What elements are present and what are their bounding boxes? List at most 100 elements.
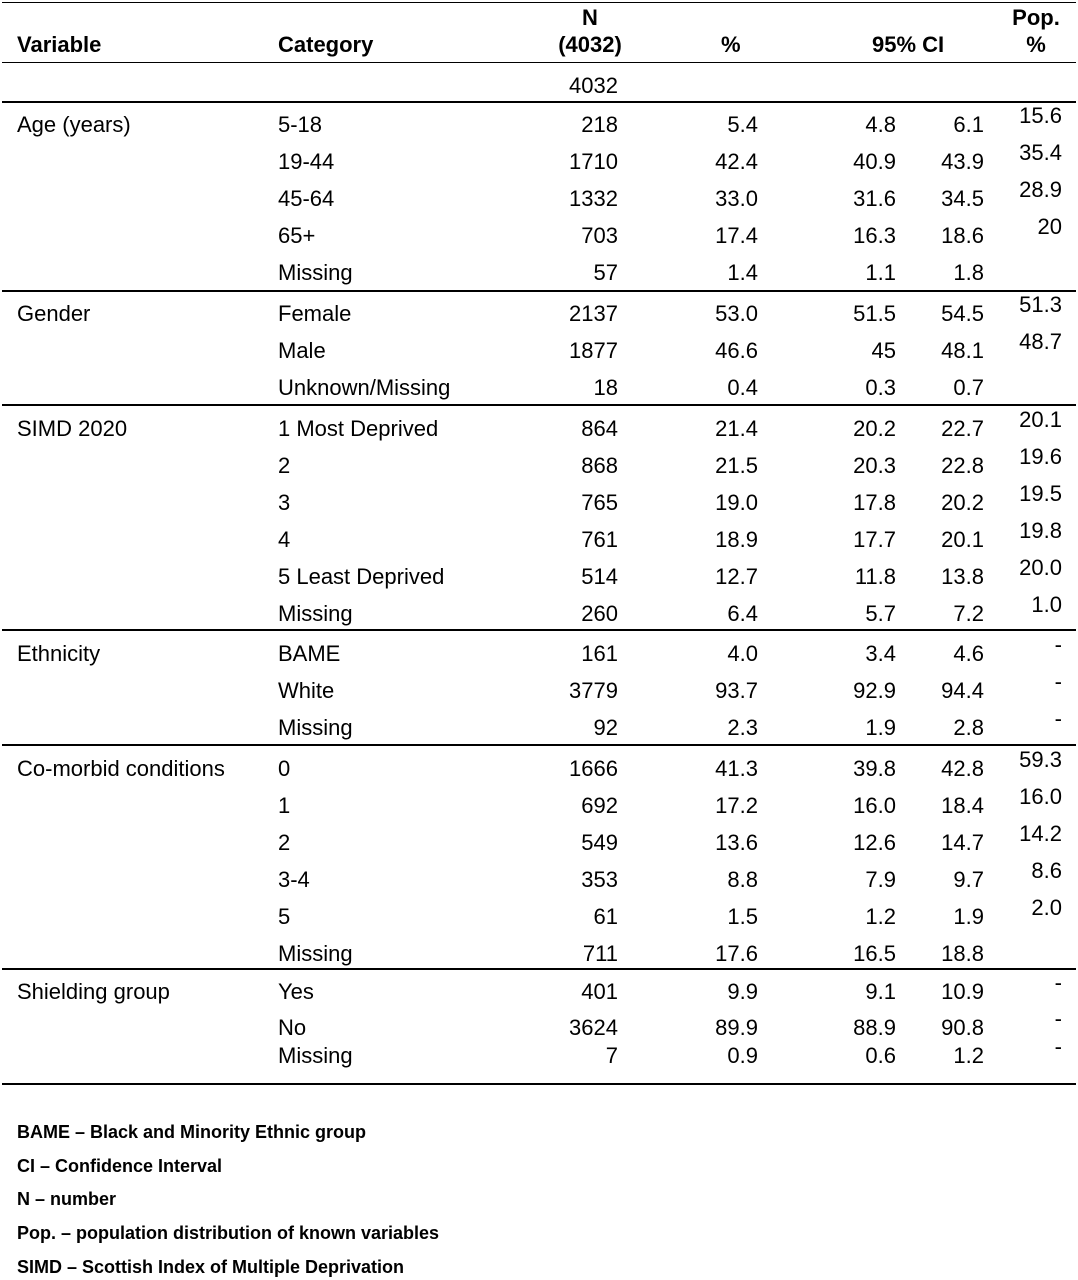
n-cell: 92 (593, 715, 618, 740)
percent-cell: 19.0 (715, 490, 758, 515)
ci-low-cell: 20.2 (853, 416, 896, 441)
percent-cell: 18.9 (715, 527, 758, 552)
n-cell: 703 (581, 223, 618, 248)
group-rule (2, 629, 1076, 631)
ci-low-cell: 31.6 (853, 186, 896, 211)
table-top-rule (2, 2, 1076, 3)
ci-high-cell: 1.9 (953, 904, 984, 929)
pop-cell: 35.4 (1019, 140, 1062, 165)
ci-low-cell: 20.3 (853, 453, 896, 478)
percent-cell: 17.2 (715, 793, 758, 818)
category-cell: Female (278, 301, 352, 326)
group-rule (2, 744, 1076, 746)
header-ci: 95% CI (872, 32, 945, 57)
n-cell: 3624 (569, 1015, 618, 1040)
header-category: Category (278, 32, 374, 57)
ci-high-cell: 7.2 (953, 601, 984, 626)
pop-cell: 28.9 (1019, 177, 1062, 202)
pop-cell: 51.3 (1019, 292, 1062, 317)
n-cell: 1710 (569, 149, 618, 174)
ci-low-cell: 92.9 (853, 678, 896, 703)
category-cell: 65+ (278, 223, 316, 248)
pop-cell: 15.6 (1019, 103, 1062, 128)
footnote: Pop. – population distribution of known … (17, 1223, 440, 1243)
percent-cell: 17.6 (715, 941, 758, 966)
pop-cell: 1.0 (1031, 592, 1062, 617)
n-cell: 711 (582, 941, 618, 966)
ci-low-cell: 16.0 (853, 793, 896, 818)
category-cell: 0 (278, 756, 291, 781)
category-cell: Unknown/Missing (278, 375, 451, 400)
ci-low-cell: 7.9 (865, 867, 896, 892)
category-cell: 1 Most Deprived (278, 416, 439, 441)
percent-cell: 9.9 (727, 979, 758, 1004)
ci-high-cell: 94.4 (941, 678, 984, 703)
header-rule (2, 62, 1076, 63)
total-rule (2, 101, 1076, 103)
pop-cell: - (1054, 669, 1062, 694)
variable-label: Co-morbid conditions (17, 756, 225, 781)
variable-label: Gender (17, 301, 91, 326)
ci-low-cell: 17.7 (853, 527, 896, 552)
category-cell: 2 (278, 830, 291, 855)
pop-cell: - (1054, 706, 1062, 731)
variable-label: Ethnicity (17, 641, 101, 666)
percent-cell: 42.4 (715, 149, 758, 174)
variable-label: Age (years) (17, 112, 131, 137)
n-cell: 765 (581, 490, 618, 515)
footnote: BAME – Black and Minority Ethnic group (17, 1122, 367, 1142)
category-cell: Missing (278, 601, 353, 626)
pop-cell: 48.7 (1019, 329, 1062, 354)
ci-low-cell: 1.1 (865, 260, 896, 285)
header-n-total: (4032) (558, 32, 622, 57)
category-cell: Male (278, 338, 326, 363)
footnote: SIMD – Scottish Index of Multiple Depriv… (17, 1257, 405, 1277)
pop-cell: - (1054, 1006, 1062, 1031)
n-cell: 864 (581, 416, 618, 441)
category-cell: Yes (278, 979, 314, 1004)
pop-cell: 8.6 (1031, 858, 1062, 883)
ci-low-cell: 1.9 (865, 715, 896, 740)
category-cell: 5 Least Deprived (278, 564, 445, 589)
ci-high-cell: 2.8 (953, 715, 984, 740)
footnote: N – number (17, 1189, 117, 1209)
group-rule (2, 404, 1076, 406)
pop-cell: 59.3 (1019, 747, 1062, 772)
category-cell: 5 (278, 904, 291, 929)
n-cell: 1332 (569, 186, 618, 211)
percent-cell: 4.0 (727, 641, 758, 666)
header-percent: % (721, 32, 741, 57)
ci-high-cell: 18.8 (941, 941, 984, 966)
ci-low-cell: 16.3 (853, 223, 896, 248)
ci-high-cell: 34.5 (941, 186, 984, 211)
category-cell: White (278, 678, 335, 703)
pop-cell: 20.1 (1019, 407, 1062, 432)
ci-high-cell: 6.1 (953, 112, 984, 137)
group-rule (2, 968, 1076, 970)
ci-high-cell: 9.7 (953, 867, 984, 892)
ci-low-cell: 9.1 (865, 979, 896, 1004)
percent-cell: 1.4 (727, 260, 758, 285)
n-cell: 3779 (569, 678, 618, 703)
ci-low-cell: 12.6 (853, 830, 896, 855)
percent-cell: 93.7 (715, 678, 758, 703)
category-cell: Missing (278, 1043, 353, 1068)
n-cell: 7 (605, 1043, 618, 1068)
category-cell: 45-64 (278, 186, 335, 211)
pop-cell: 14.2 (1019, 821, 1062, 846)
ci-low-cell: 0.3 (865, 375, 896, 400)
n-cell: 868 (581, 453, 618, 478)
percent-cell: 21.5 (715, 453, 758, 478)
pop-cell: 19.6 (1019, 444, 1062, 469)
table-bottom-rule (2, 1083, 1076, 1085)
percent-cell: 0.4 (727, 375, 758, 400)
n-cell: 161 (581, 641, 618, 666)
ci-low-cell: 39.8 (853, 756, 896, 781)
percent-cell: 89.9 (715, 1015, 758, 1040)
n-cell: 514 (581, 564, 618, 589)
ci-high-cell: 22.7 (941, 416, 984, 441)
ci-high-cell: 90.8 (941, 1015, 984, 1040)
ci-high-cell: 13.8 (941, 564, 984, 589)
ci-high-cell: 54.5 (941, 301, 984, 326)
n-cell: 761 (581, 527, 618, 552)
